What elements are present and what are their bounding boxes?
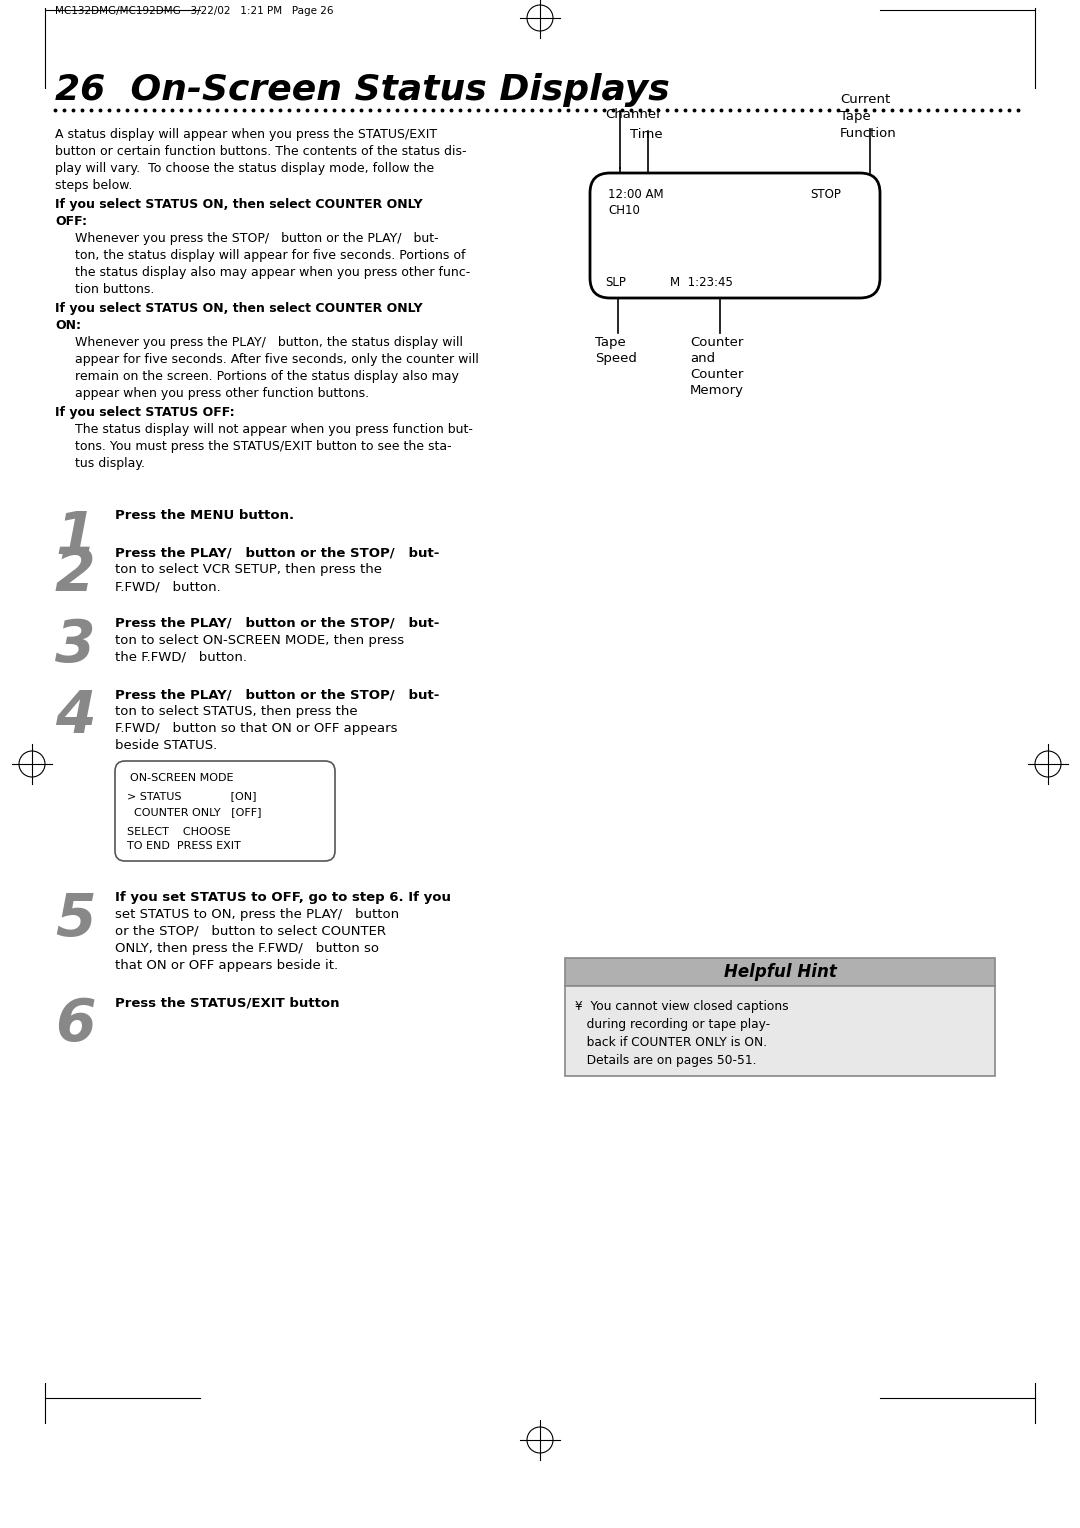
Text: Speed: Speed (595, 351, 637, 365)
Text: ¥  You cannot view closed captions: ¥ You cannot view closed captions (575, 999, 788, 1013)
Text: ton to select VCR SETUP, then press the: ton to select VCR SETUP, then press the (114, 562, 382, 576)
Text: 5: 5 (55, 891, 96, 947)
FancyBboxPatch shape (565, 986, 995, 1076)
Text: STOP: STOP (810, 188, 841, 202)
Text: 26  On-Screen Status Displays: 26 On-Screen Status Displays (55, 73, 670, 107)
Text: TO END  PRESS EXIT: TO END PRESS EXIT (127, 840, 241, 851)
Text: play will vary.  To choose the status display mode, follow the: play will vary. To choose the status dis… (55, 162, 434, 176)
FancyBboxPatch shape (114, 761, 335, 860)
Text: 6: 6 (55, 996, 96, 1053)
Text: Press the PLAY/   button or the STOP/   but-: Press the PLAY/ button or the STOP/ but- (114, 617, 440, 630)
Text: tion buttons.: tion buttons. (75, 283, 154, 296)
Text: If you set STATUS to OFF, go to step 6. If you: If you set STATUS to OFF, go to step 6. … (114, 891, 451, 905)
Text: set STATUS to ON, press the PLAY/   button: set STATUS to ON, press the PLAY/ button (114, 908, 400, 921)
Text: appear when you press other function buttons.: appear when you press other function but… (75, 387, 369, 400)
Text: Counter: Counter (690, 336, 743, 348)
Text: Whenever you press the STOP/   button or the PLAY/   but-: Whenever you press the STOP/ button or t… (75, 232, 438, 244)
Text: ton to select ON-SCREEN MODE, then press: ton to select ON-SCREEN MODE, then press (114, 634, 404, 646)
Text: Tape: Tape (595, 336, 625, 348)
Text: Counter: Counter (690, 368, 743, 380)
Text: Channel: Channel (605, 108, 660, 121)
Text: or the STOP/   button to select COUNTER: or the STOP/ button to select COUNTER (114, 924, 386, 938)
Text: 1: 1 (55, 509, 96, 565)
Text: Function: Function (840, 127, 896, 141)
Text: F.FWD/   button.: F.FWD/ button. (114, 581, 220, 593)
Text: appear for five seconds. After five seconds, only the counter will: appear for five seconds. After five seco… (75, 353, 478, 367)
Text: 4: 4 (55, 688, 96, 746)
Text: Memory: Memory (690, 384, 744, 397)
Text: F.FWD/   button so that ON or OFF appears: F.FWD/ button so that ON or OFF appears (114, 723, 397, 735)
Text: Current: Current (840, 93, 890, 105)
Text: beside STATUS.: beside STATUS. (114, 740, 217, 752)
Text: ton, the status display will appear for five seconds. Portions of: ton, the status display will appear for … (75, 249, 465, 261)
Text: Press the MENU button.: Press the MENU button. (114, 509, 294, 523)
Text: back if COUNTER ONLY is ON.: back if COUNTER ONLY is ON. (575, 1036, 767, 1050)
Text: Time: Time (630, 128, 663, 141)
Text: SLP: SLP (605, 277, 626, 289)
Text: If you select STATUS ON, then select COUNTER ONLY: If you select STATUS ON, then select COU… (55, 199, 422, 211)
Text: remain on the screen. Portions of the status display also may: remain on the screen. Portions of the st… (75, 370, 459, 384)
Text: Press the PLAY/   button or the STOP/   but-: Press the PLAY/ button or the STOP/ but- (114, 545, 440, 559)
Text: the status display also may appear when you press other func-: the status display also may appear when … (75, 266, 470, 280)
Text: CH10: CH10 (608, 205, 639, 217)
Text: Press the PLAY/   button or the STOP/   but-: Press the PLAY/ button or the STOP/ but- (114, 688, 440, 701)
FancyBboxPatch shape (565, 958, 995, 986)
Text: steps below.: steps below. (55, 179, 133, 193)
Text: Tape: Tape (840, 110, 870, 122)
Text: Helpful Hint: Helpful Hint (724, 963, 836, 981)
Text: ON-SCREEN MODE: ON-SCREEN MODE (130, 773, 233, 782)
Text: ONLY, then press the F.FWD/   button so: ONLY, then press the F.FWD/ button so (114, 941, 379, 955)
Text: 3: 3 (55, 617, 96, 674)
Text: 12:00 AM: 12:00 AM (608, 188, 663, 202)
Text: MC132DMG/MC192DMG   3/22/02   1:21 PM   Page 26: MC132DMG/MC192DMG 3/22/02 1:21 PM Page 2… (55, 6, 334, 15)
Text: A status display will appear when you press the STATUS/EXIT: A status display will appear when you pr… (55, 128, 437, 141)
Text: SELECT    CHOOSE: SELECT CHOOSE (127, 827, 231, 837)
Text: tus display.: tus display. (75, 457, 145, 471)
Text: the F.FWD/   button.: the F.FWD/ button. (114, 651, 247, 665)
Text: Details are on pages 50-51.: Details are on pages 50-51. (575, 1054, 756, 1067)
Text: If you select STATUS ON, then select COUNTER ONLY: If you select STATUS ON, then select COU… (55, 303, 422, 315)
Text: 2: 2 (55, 545, 96, 604)
Text: ON:: ON: (55, 319, 81, 332)
FancyBboxPatch shape (590, 173, 880, 298)
Text: M  1:23:45: M 1:23:45 (670, 277, 733, 289)
Text: tons. You must press the STATUS/EXIT button to see the sta-: tons. You must press the STATUS/EXIT but… (75, 440, 451, 452)
Text: If you select STATUS OFF:: If you select STATUS OFF: (55, 406, 234, 419)
Text: that ON or OFF appears beside it.: that ON or OFF appears beside it. (114, 960, 338, 972)
Text: button or certain function buttons. The contents of the status dis-: button or certain function buttons. The … (55, 145, 467, 157)
Text: during recording or tape play-: during recording or tape play- (575, 1018, 770, 1031)
Text: Press the STATUS/EXIT button: Press the STATUS/EXIT button (114, 996, 339, 1008)
Text: The status display will not appear when you press function but-: The status display will not appear when … (75, 423, 473, 435)
Text: > STATUS              [ON]: > STATUS [ON] (127, 792, 257, 801)
Text: Whenever you press the PLAY/   button, the status display will: Whenever you press the PLAY/ button, the… (75, 336, 463, 348)
Text: OFF:: OFF: (55, 215, 87, 228)
Text: and: and (690, 351, 715, 365)
Text: ton to select STATUS, then press the: ton to select STATUS, then press the (114, 704, 357, 718)
Text: COUNTER ONLY   [OFF]: COUNTER ONLY [OFF] (127, 807, 261, 817)
